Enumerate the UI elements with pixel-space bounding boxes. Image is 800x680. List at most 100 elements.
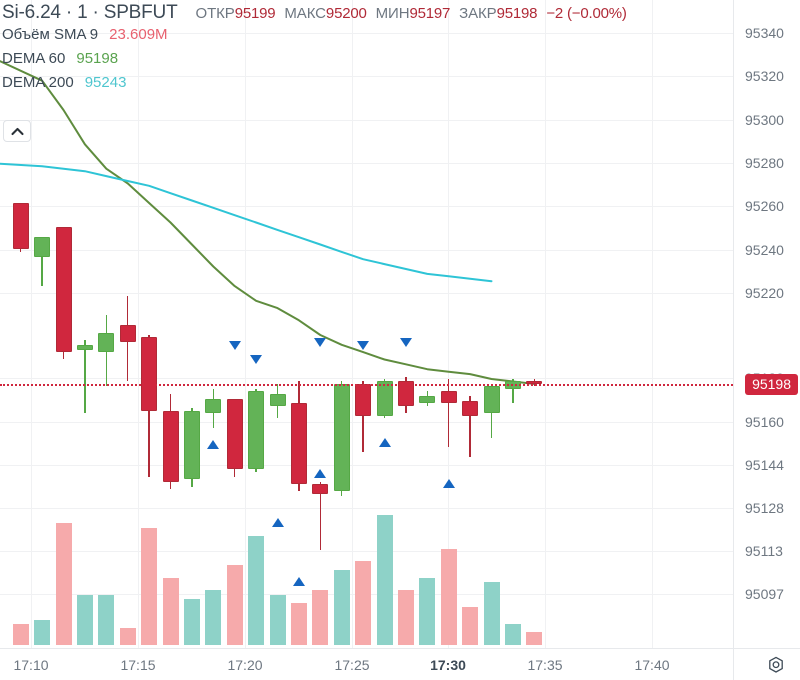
signal-marker-up <box>314 469 327 479</box>
grid-line-vertical <box>545 0 546 648</box>
chart-plot-area[interactable] <box>0 0 733 648</box>
volume-bar <box>483 582 500 645</box>
grid-line-vertical <box>245 0 246 648</box>
volume-bar <box>355 561 372 645</box>
time-tick-label: 17:25 <box>334 657 370 673</box>
volume-bar <box>290 603 307 645</box>
candle-up <box>269 393 286 406</box>
candle-wick <box>319 481 322 551</box>
volume-bar <box>333 569 350 645</box>
candle-down <box>141 337 158 411</box>
candle-wick <box>84 339 86 414</box>
volume-bar <box>462 607 479 645</box>
volume-bar <box>440 548 457 645</box>
grid-line-horizontal <box>0 206 733 207</box>
grid-line-horizontal <box>0 250 733 251</box>
last-price-label[interactable]: 95198 <box>745 373 798 395</box>
volume-bar <box>526 632 543 645</box>
grid-line-horizontal <box>0 508 733 509</box>
price-tick-label: 95160 <box>745 414 784 430</box>
grid-line-horizontal <box>0 120 733 121</box>
signal-marker-down <box>250 355 263 365</box>
time-axis[interactable]: 17:10 17:15 17:20 17:25 17:30 17:35 17:40 <box>0 648 800 680</box>
volume-bar <box>248 535 265 645</box>
volume-bar <box>419 577 436 645</box>
candle-wick <box>447 379 450 448</box>
grid-line-vertical <box>448 0 449 648</box>
price-tick-label: 95280 <box>745 155 784 171</box>
price-tick-label: 95128 <box>745 500 784 516</box>
candle-up <box>98 332 115 353</box>
price-tick-label: 95340 <box>745 25 784 41</box>
grid-line-horizontal <box>0 422 733 423</box>
candle-up <box>205 398 222 414</box>
candle-wick <box>362 381 364 453</box>
volume-bar <box>376 515 393 645</box>
time-tick-label: 17:20 <box>227 657 263 673</box>
chevron-up-icon <box>10 127 24 135</box>
volume-bar <box>141 527 158 645</box>
chart-settings-button[interactable] <box>766 655 786 675</box>
candle-down <box>55 227 72 353</box>
candle-up <box>483 386 500 414</box>
candle-down <box>440 391 457 404</box>
price-axis[interactable]: 9534095320953009528095260952409522095180… <box>733 0 800 648</box>
volume-bar <box>312 590 329 645</box>
candle-up <box>248 391 265 470</box>
price-tick-label: 95260 <box>745 198 784 214</box>
volume-bar <box>504 624 521 645</box>
candle-down <box>162 410 179 482</box>
price-tick-label: 95144 <box>745 457 784 473</box>
time-tick-label: 17:35 <box>527 657 563 673</box>
volume-bar <box>119 628 136 645</box>
signal-marker-down <box>357 340 370 350</box>
grid-line-vertical <box>138 0 139 648</box>
candle-wick <box>512 379 514 404</box>
candle-wick <box>469 396 471 458</box>
grid-line-horizontal <box>0 163 733 164</box>
time-tick-label: 17:15 <box>120 657 156 673</box>
grid-line-horizontal <box>0 293 733 294</box>
signal-marker-down <box>228 340 241 350</box>
price-tick-label: 95097 <box>745 586 784 602</box>
time-tick-label: 17:10 <box>13 657 49 673</box>
volume-bar <box>183 598 200 645</box>
grid-line-horizontal <box>0 551 733 552</box>
volume-bar <box>162 577 179 645</box>
candle-down <box>12 202 29 250</box>
price-tick-label: 95320 <box>745 68 784 84</box>
grid-line-horizontal <box>0 76 733 77</box>
signal-marker-up <box>271 518 284 528</box>
candle-up <box>76 344 93 350</box>
volume-bar <box>55 523 72 645</box>
last-price-line <box>0 383 733 386</box>
price-tick-label: 95220 <box>745 285 784 301</box>
price-tick-label: 95240 <box>745 242 784 258</box>
time-tick-label: 17:40 <box>634 657 670 673</box>
candle-down <box>462 401 479 416</box>
candle-down <box>119 325 136 343</box>
indicator-lines-layer <box>0 60 536 385</box>
candle-down <box>290 403 307 485</box>
signal-marker-down <box>399 338 412 348</box>
candle-down <box>397 381 414 406</box>
volume-bar <box>205 590 222 645</box>
volume-bar <box>397 590 414 645</box>
volume-bar <box>76 594 93 645</box>
candle-up <box>34 237 51 257</box>
candle-up <box>376 381 393 416</box>
candle-up <box>333 383 350 492</box>
volume-bar <box>226 565 243 645</box>
time-axis-divider <box>733 649 734 680</box>
grid-line-vertical <box>652 0 653 648</box>
grid-line-vertical <box>352 0 353 648</box>
legend-collapse-button[interactable] <box>3 120 31 142</box>
grid-line-horizontal <box>0 33 733 34</box>
candle-wick <box>41 237 43 287</box>
grid-line-horizontal <box>0 465 733 466</box>
candle-down <box>226 398 243 470</box>
price-tick-label: 95113 <box>745 543 783 559</box>
volume-bar <box>98 594 115 645</box>
price-tick-label: 95300 <box>745 112 784 128</box>
